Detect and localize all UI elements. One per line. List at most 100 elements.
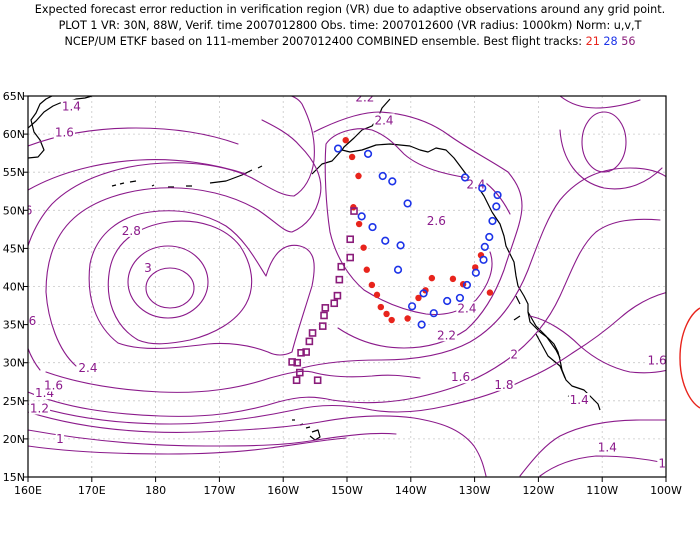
track-28-dropsonde <box>455 293 465 303</box>
x-tick-label: 170W <box>203 484 235 497</box>
track-28-dropsonde <box>333 144 343 153</box>
contour-label-bg <box>53 125 75 139</box>
contour-label-bg <box>345 68 353 81</box>
y-tick-label: 35N <box>3 319 25 332</box>
y-tick-label: 65N <box>3 90 25 103</box>
track-56-dropsonde <box>302 348 310 356</box>
contour-label-bg <box>657 456 666 470</box>
contour-2.8 <box>127 245 209 319</box>
track-21-dropsonde <box>404 315 411 322</box>
y-tick-label: 55N <box>3 166 25 179</box>
contour-label-bg <box>28 313 38 327</box>
track-56-dropsonde <box>308 329 317 337</box>
contour-label: 2.6 <box>427 214 446 228</box>
y-tick-label: 20N <box>3 433 25 446</box>
track-56-dropsonde <box>288 358 296 366</box>
track-28-dropsonde <box>407 302 417 311</box>
contour-1.4 <box>28 411 487 477</box>
contour-label-bg <box>42 378 65 392</box>
contour-label-bg <box>465 177 487 191</box>
title-line-3: NCEP/UM ETKF based on 111-member 2007012… <box>0 35 700 49</box>
track-number-56: 56 <box>621 35 636 48</box>
y-tick-label: 40N <box>3 281 25 294</box>
track-56-dropsonde <box>292 376 301 385</box>
track-56-dropsonde <box>295 368 304 377</box>
contour-label-bg <box>435 328 458 342</box>
contour-label: 1.4 <box>62 100 81 114</box>
track-56-dropsonde <box>318 322 327 330</box>
track-21-dropsonde <box>449 275 457 283</box>
x-tick-label: 110W <box>586 484 618 497</box>
track-56-dropsonde <box>333 291 342 300</box>
track-56-dropsonde <box>350 207 358 215</box>
y-tick-label: 15N <box>3 471 25 484</box>
contour-2.4-west <box>88 210 315 356</box>
x-tick-label: 170E <box>78 484 106 497</box>
contour-2.2 <box>45 119 322 367</box>
contour-label-bg <box>568 393 590 407</box>
contour-1.4-east <box>519 419 666 477</box>
track-21-dropsonde <box>377 303 385 311</box>
track-21-dropsonde <box>355 172 362 180</box>
track-28-dropsonde <box>381 236 390 245</box>
track-28-dropsonde <box>479 255 488 264</box>
contour-2.4-ne <box>581 111 627 173</box>
track-28-dropsonde <box>485 232 494 242</box>
track-28-dropsonde <box>403 199 412 208</box>
contour-1.8 <box>28 218 661 417</box>
contour-label-bg <box>55 431 65 445</box>
track-28-dropsonde <box>393 265 403 274</box>
contour-label-bg <box>456 301 478 315</box>
contour-1.6-se <box>529 315 666 374</box>
contour-label: 2.6 <box>17 314 36 328</box>
contour-label: 1.4 <box>598 440 617 454</box>
x-tick-label: 140W <box>395 484 427 497</box>
contour-label-bg <box>646 353 666 367</box>
error-reduction-contours <box>28 96 666 477</box>
contour-label: 1.2 <box>658 456 677 470</box>
track-56-dropsonde <box>337 262 346 271</box>
contour-label: 1.6 <box>55 126 74 140</box>
track-56-dropsonde <box>346 235 354 244</box>
contour-label: 2.4 <box>3 190 22 204</box>
map-frame <box>27 95 667 478</box>
track-21-dropsonde <box>486 289 494 296</box>
contour-label-bg <box>354 96 376 104</box>
track-28-dropsonde <box>493 190 502 200</box>
contour-label-bg <box>509 347 519 361</box>
track-28-dropsonde <box>460 173 470 182</box>
track-21-dropsonde <box>373 291 381 299</box>
track-21-dropsonde <box>355 220 363 228</box>
track-28-dropsonde <box>419 289 428 298</box>
track-21-dropsonde <box>383 310 390 318</box>
contour-2.2-ne2 <box>559 129 663 190</box>
contour-label-bg <box>449 370 472 384</box>
track-21-dropsonde <box>342 136 349 144</box>
track-21-dropsonde <box>360 244 367 251</box>
contour-label: 2.4 <box>374 113 393 127</box>
track-28-dropsonde <box>396 241 405 250</box>
contour-2.2-east <box>313 111 523 349</box>
track-28-dropsonde <box>471 268 480 277</box>
contour-label-bg <box>596 440 618 454</box>
x-tick-label: 160W <box>267 484 299 497</box>
track-56-dropsonde <box>297 348 305 357</box>
contour-label: 1.6 <box>451 370 470 384</box>
contour-label-bg <box>28 203 34 217</box>
track-56-dropsonde <box>346 253 354 262</box>
contour-label-bg <box>28 401 51 415</box>
contour-label: 1.6 <box>44 379 63 393</box>
track-28-dropsonde <box>488 216 497 226</box>
track-28-dropsonde <box>357 212 366 221</box>
track-21-dropsonde <box>428 274 436 282</box>
track-28-dropsonde <box>368 222 377 232</box>
contour-label: 2 <box>510 347 518 361</box>
contour-2.2-ne <box>559 96 641 109</box>
x-tick-label: 120W <box>522 484 554 497</box>
contour-2-south <box>45 370 421 393</box>
contour-label: 1.4 <box>570 393 589 407</box>
verification-region-circle <box>679 307 700 409</box>
track-21-dropsonde <box>415 294 422 302</box>
y-tick-label: 60N <box>3 128 25 141</box>
contour-label: 2.4 <box>78 361 97 375</box>
